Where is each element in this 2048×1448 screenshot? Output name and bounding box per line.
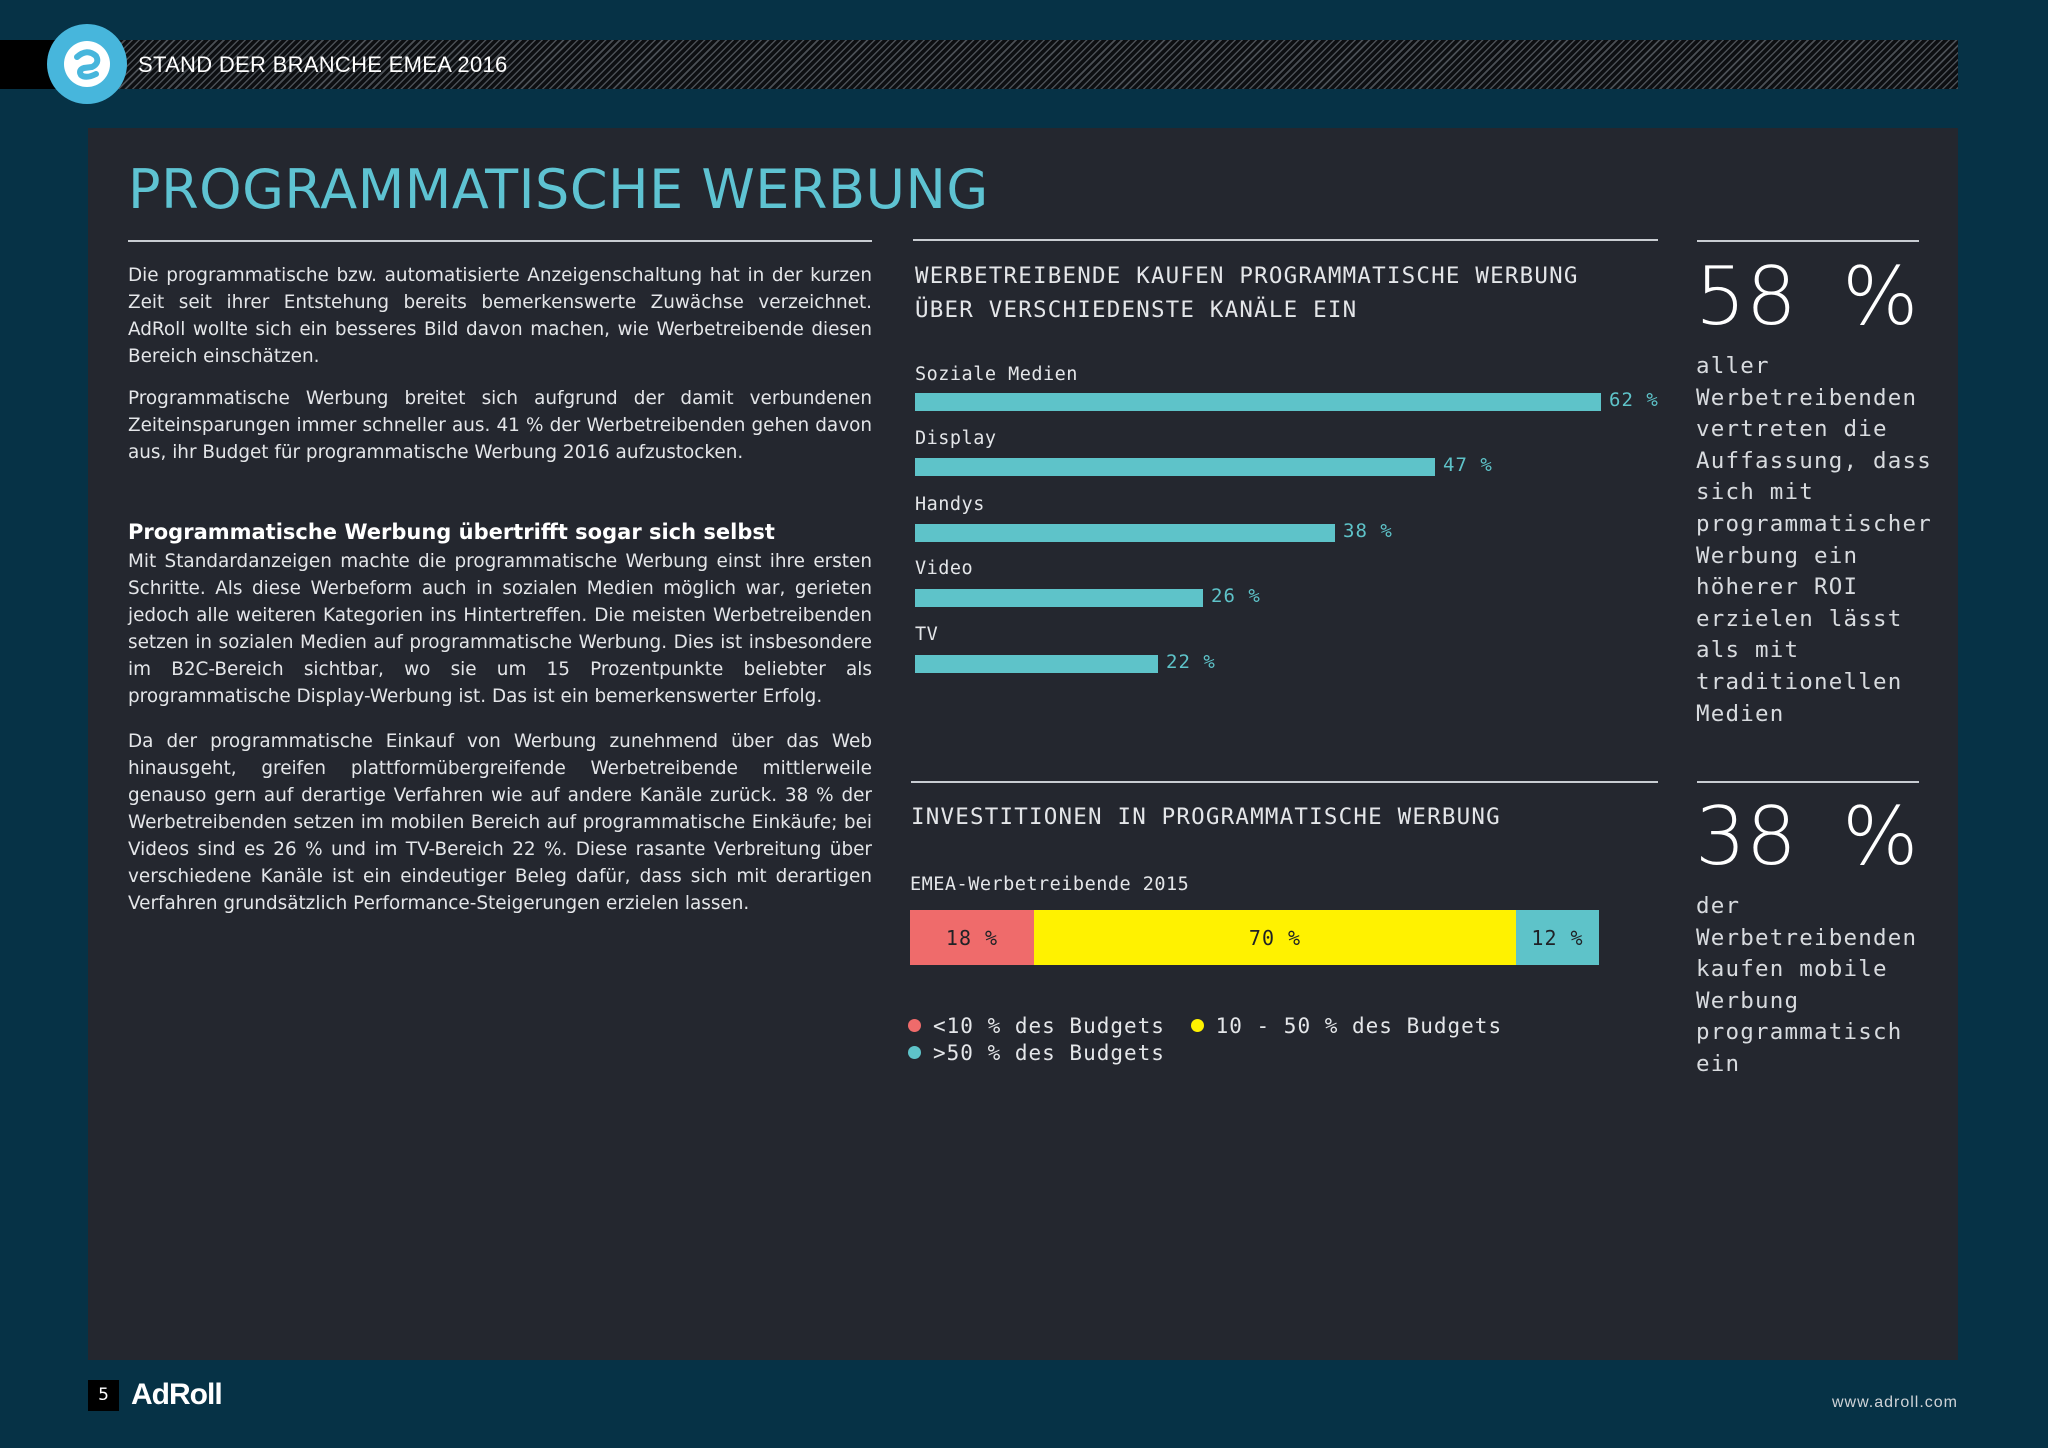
adroll-logo-icon[interactable] xyxy=(47,24,127,104)
page-number: 5 xyxy=(88,1380,119,1411)
bar-video xyxy=(915,589,1203,607)
chart2-divider xyxy=(911,781,1658,783)
growth-paragraph: Programmatische Werbung breitet sich auf… xyxy=(128,388,872,463)
content-panel xyxy=(88,128,1958,1360)
title-divider xyxy=(128,240,872,242)
legend-dot-10-50 xyxy=(1190,1018,1204,1032)
legend-10-50: 10 - 50 % des Budgets xyxy=(1215,1014,1503,1038)
bar-value-soziale-medien: 62 % xyxy=(1609,389,1659,411)
stat-roi-value: 58 % xyxy=(1695,250,1919,343)
bar-tv xyxy=(915,655,1158,673)
legend-dot-under-10 xyxy=(908,1018,921,1032)
stat-mobile-text: der Werbetreibenden kaufen mobile Werbun… xyxy=(1696,893,1918,1077)
bar-display xyxy=(915,458,1435,476)
bar-label-handys: Handys xyxy=(915,494,985,515)
bar-label-display: Display xyxy=(915,428,997,449)
chart2-title: INVESTITIONEN IN PROGRAMMATISCHE WERBUNG xyxy=(911,804,1501,830)
bar-handys xyxy=(915,524,1335,542)
legend-dot-over-50 xyxy=(908,1045,921,1059)
stat1-divider xyxy=(1697,240,1919,242)
social-paragraph: Mit Standardanzeigen machte die programm… xyxy=(128,551,872,707)
header-band xyxy=(0,40,1958,89)
legend-over-50: >50 % des Budgets xyxy=(933,1041,1165,1065)
stat2-divider xyxy=(1697,781,1919,783)
bar-value-video: 26 % xyxy=(1211,585,1261,607)
bar-label-video: Video xyxy=(915,558,974,579)
segment-under-10-label: 18 % xyxy=(945,925,999,950)
segment-10-50: 70 % xyxy=(1034,910,1516,965)
segment-over-50: 12 % xyxy=(1516,910,1599,965)
crosschannel-paragraph: Da der programmatische Einkauf von Werbu… xyxy=(128,731,872,914)
bar-value-handys: 38 % xyxy=(1343,520,1393,542)
page-title: PROGRAMMATISCHE WERBUNG xyxy=(128,158,989,221)
bar-label-tv: TV xyxy=(915,624,939,645)
footer-url-link[interactable]: www.adroll.com xyxy=(1831,1394,1958,1411)
stat-mobile-value: 38 % xyxy=(1695,790,1919,883)
segment-10-50-label: 70 % xyxy=(1248,925,1302,950)
bar-label-soziale-medien: Soziale Medien xyxy=(915,364,1078,385)
stacked-bar-category: EMEA-Werbetreibende 2015 xyxy=(910,874,1190,895)
segment-under-10: 18 % xyxy=(910,910,1034,965)
bar-value-display: 47 % xyxy=(1443,454,1493,476)
section-subheading: Programmatische Werbung übertrifft sogar… xyxy=(128,520,775,544)
legend-row-1: <10 % des Budgets 10 - 50 % des Budgets xyxy=(908,1014,1502,1038)
legend-under-10: <10 % des Budgets xyxy=(933,1014,1165,1038)
chart1-title: WERBETREIBENDE KAUFEN PROGRAMMATISCHE WE… xyxy=(915,263,1579,323)
intro-paragraph: Die programmatische bzw. automatisierte … xyxy=(128,265,872,367)
stat-roi-text: aller Werbetreibenden vertreten die Auff… xyxy=(1696,353,1932,727)
segment-over-50-label: 12 % xyxy=(1531,925,1584,950)
bar-soziale-medien xyxy=(915,393,1601,411)
legend-row-2: >50 % des Budgets xyxy=(908,1041,1165,1065)
footer-brand-logo[interactable]: AdRoll xyxy=(131,1378,223,1411)
chart1-divider xyxy=(913,239,1658,241)
bar-value-tv: 22 % xyxy=(1166,651,1216,673)
header-title: STAND DER BRANCHE EMEA 2016 xyxy=(138,52,508,77)
